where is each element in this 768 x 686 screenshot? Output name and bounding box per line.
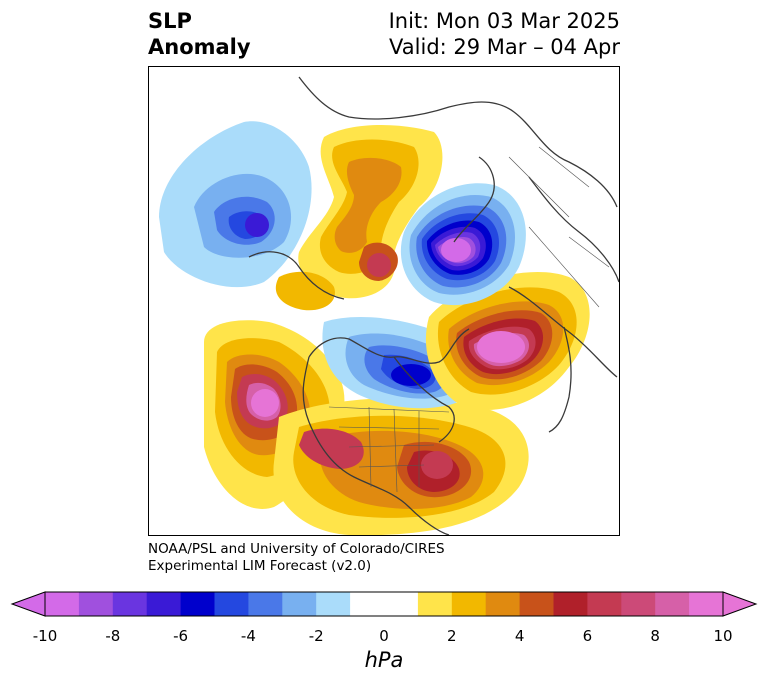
colorbar-segment (78, 592, 114, 616)
colorbar-segment (655, 592, 690, 616)
colorbar-unit: hPa (364, 648, 404, 672)
colorbar-segment (146, 592, 182, 616)
colorbar-segments (45, 592, 724, 616)
colorbar-segment (485, 592, 521, 616)
colorbar-segment (519, 592, 554, 616)
colorbar-segment (587, 592, 622, 616)
colorbar-tick-label: -2 (308, 627, 324, 645)
colorbar-tick-label: 10 (713, 627, 733, 645)
coastlines (248, 76, 619, 535)
borders (328, 146, 610, 493)
colorbar-segment (214, 592, 249, 616)
north-pacific-low (159, 121, 312, 288)
anomaly-map (159, 76, 619, 535)
colorbar-tick-label: 4 (514, 627, 525, 645)
title-left: SLP Anomaly (148, 8, 251, 60)
valid-range: Valid: 29 Mar – 04 Apr (389, 35, 620, 59)
credit-line-1: NOAA/PSL and University of Colorado/CIRE… (148, 541, 445, 557)
title-right: Init: Mon 03 Mar 2025 Valid: 29 Mar – 04… (389, 8, 620, 60)
colorbar-under-triangle (10, 591, 46, 617)
colorbar-tick-label: 0 (379, 627, 389, 645)
colorbar-segment (282, 592, 317, 616)
colorbar-tick-label: 6 (582, 627, 593, 645)
colorbar-segment (451, 592, 487, 616)
colorbar-segment (621, 592, 656, 616)
colorbar-segment (112, 592, 148, 616)
map-panel (148, 66, 620, 536)
title-variable: SLP (148, 9, 192, 33)
colorbar-tick-label: 2 (447, 627, 457, 645)
colorbar-segment (689, 592, 724, 616)
colorbar-tick-label: -8 (105, 627, 121, 645)
colorbar-tick-label: -6 (173, 627, 189, 645)
colorbar-tick-label: 8 (650, 627, 660, 645)
colorbar-segment (248, 592, 283, 616)
credit-text: NOAA/PSL and University of Colorado/CIRE… (148, 541, 445, 575)
colorbar-segment (350, 592, 385, 616)
colorbar-tick-label: -10 (32, 627, 58, 645)
colorbar-segment (417, 592, 453, 616)
siberia-low (400, 183, 526, 306)
credit-line-2: Experimental LIM Forecast (v2.0) (148, 558, 372, 574)
colorbar-outline (44, 591, 724, 617)
colorbar-over-triangle (722, 591, 758, 617)
eastern-us-high (273, 398, 529, 535)
north-atlantic-high (425, 271, 590, 411)
colorbar-segment (45, 592, 80, 616)
init-date: Init: Mon 03 Mar 2025 (388, 9, 620, 33)
arctic-high (275, 125, 443, 311)
colorbar-segment (316, 592, 351, 616)
title-kind: Anomaly (148, 35, 251, 59)
colorbar (10, 591, 758, 617)
colorbar-segment (180, 592, 215, 616)
colorbar-segment (553, 592, 588, 616)
colorbar-segment (384, 592, 419, 616)
colorbar-tick-label: -4 (240, 627, 256, 645)
